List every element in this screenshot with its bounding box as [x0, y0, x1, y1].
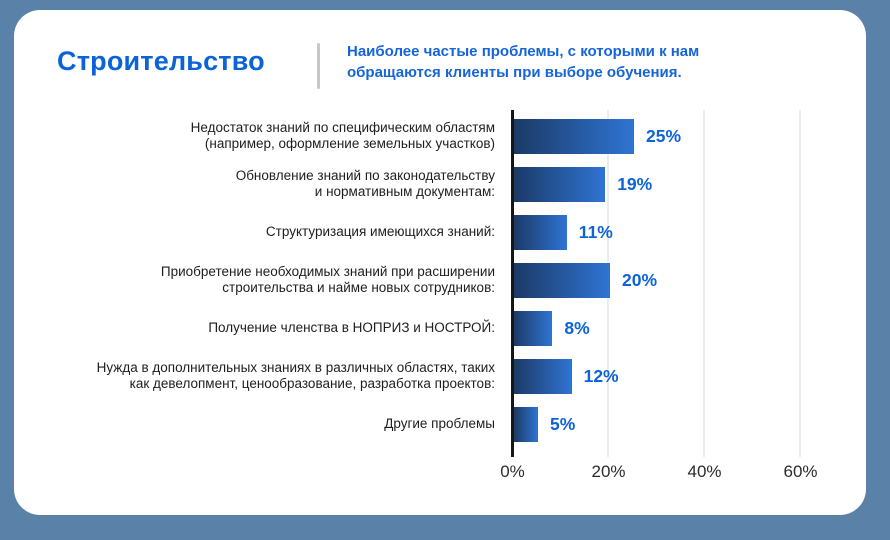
header-divider: [317, 43, 320, 89]
bar: [514, 406, 538, 442]
bar: [514, 214, 567, 250]
bar-value-label: 11%: [578, 221, 613, 242]
bar-value-label: 20%: [622, 269, 658, 290]
bar-value-label: 8%: [564, 317, 590, 338]
bar-wrap: 25%: [514, 118, 682, 154]
bar-row: Получение членства в НОПРИЗ и НОСТРОЙ: 8%: [14, 304, 866, 352]
bar-wrap: 8%: [514, 310, 590, 346]
bar-wrap: 20%: [514, 262, 658, 298]
category-label: Приобретение необходимых знаний при расш…: [160, 263, 495, 296]
category-label: Недостаток знаний по специфическим облас…: [190, 119, 495, 152]
bar-wrap: 19%: [514, 166, 653, 202]
bar-rows: Недостаток знаний по специфическим облас…: [14, 112, 866, 448]
bar-chart: Недостаток знаний по специфическим облас…: [14, 10, 866, 515]
bar: [514, 358, 572, 394]
bar-row: Нужда в дополнительных знаниях в различн…: [14, 352, 866, 400]
bar-row: Недостаток знаний по специфическим облас…: [14, 112, 866, 160]
bar-value-label: 12%: [583, 365, 619, 386]
bar-row: Структуризация имеющихся знаний: 11%: [14, 208, 866, 256]
category-label: Обновление знаний по законодательству и …: [235, 167, 495, 200]
chart-subtitle-line-1: Наиболее частые проблемы, с которыми к н…: [347, 43, 700, 60]
bar-value-label: 5%: [550, 413, 576, 434]
x-tick-label: 40%: [687, 462, 722, 481]
chart-subtitle: Наиболее частые проблемы, с которыми к н…: [347, 41, 699, 83]
gridline: [799, 110, 801, 457]
bar-value-label: 19%: [617, 173, 653, 194]
bar: [514, 262, 610, 298]
bar-wrap: 11%: [514, 214, 613, 250]
gridline: [703, 110, 705, 457]
category-label: Структуризация имеющихся знаний:: [265, 223, 495, 239]
bar-row: Приобретение необходимых знаний при расш…: [14, 256, 866, 304]
bar-wrap: 12%: [514, 358, 619, 394]
bar-value-label: 25%: [646, 125, 682, 146]
bar-wrap: 5%: [514, 406, 576, 442]
bar: [514, 310, 553, 346]
category-label: Получение членства в НОПРИЗ и НОСТРОЙ:: [208, 319, 495, 335]
bar: [514, 166, 606, 202]
x-tick-label: 0%: [500, 462, 525, 481]
bar-row: Обновление знаний по законодательству и …: [14, 160, 866, 208]
category-label: Другие проблемы: [384, 415, 495, 431]
x-tick-label: 60%: [783, 462, 818, 481]
infographic-card: Строительство Наиболее частые проблемы, …: [14, 10, 866, 515]
x-tick-label: 20%: [591, 462, 626, 481]
bar-row: Другие проблемы 5%: [14, 400, 866, 448]
category-label: Нужда в дополнительных знаниях в различн…: [96, 359, 495, 392]
page-title: Строительство: [57, 46, 265, 76]
chart-subtitle-line-2: обращаются клиенты при выборе обучения.: [347, 64, 682, 81]
bar: [514, 118, 634, 154]
y-axis-line: [511, 110, 514, 457]
